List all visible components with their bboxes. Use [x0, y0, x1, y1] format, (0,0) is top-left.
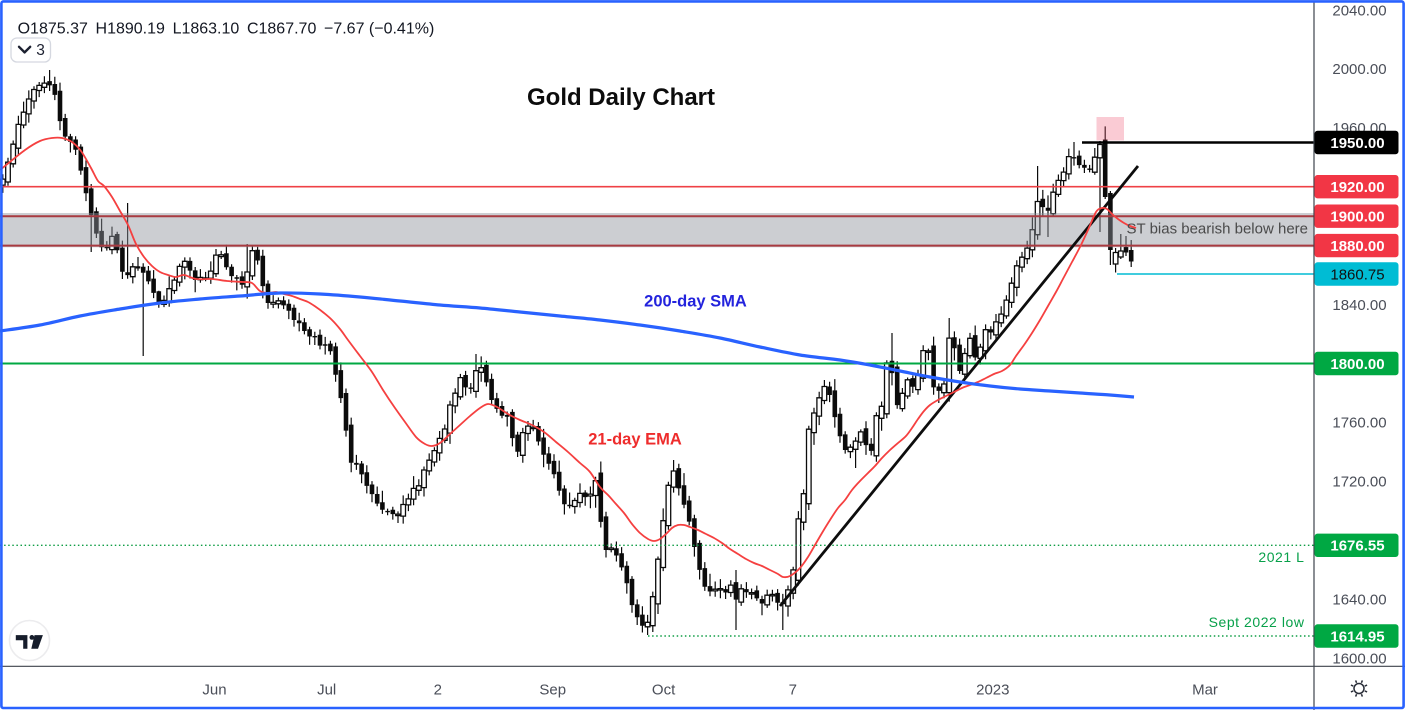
svg-text:2: 2	[434, 682, 442, 699]
svg-text:Oct: Oct	[652, 682, 676, 699]
svg-text:2000.00: 2000.00	[1332, 61, 1386, 78]
svg-text:1800.00: 1800.00	[1330, 356, 1384, 373]
svg-text:2021 L: 2021 L	[1258, 549, 1304, 565]
svg-text:1840.00: 1840.00	[1332, 297, 1386, 314]
svg-text:3: 3	[36, 42, 45, 59]
svg-text:Sep: Sep	[539, 682, 566, 699]
svg-text:Gold Daily Chart: Gold Daily Chart	[527, 84, 715, 111]
svg-text:Sept 2022 low: Sept 2022 low	[1209, 614, 1305, 630]
svg-text:21-day EMA: 21-day EMA	[588, 431, 682, 449]
svg-text:1880.00: 1880.00	[1330, 238, 1384, 255]
svg-text:ST bias bearish below here: ST bias bearish below here	[1127, 221, 1309, 238]
svg-text:1600.00: 1600.00	[1332, 650, 1386, 667]
svg-text:1760.00: 1760.00	[1332, 415, 1386, 432]
svg-text:1640.00: 1640.00	[1332, 591, 1386, 608]
svg-text:Mar: Mar	[1192, 682, 1218, 699]
svg-text:1860.75: 1860.75	[1330, 266, 1384, 283]
svg-text:Jun: Jun	[202, 682, 226, 699]
svg-text:1614.95: 1614.95	[1330, 628, 1384, 645]
svg-text:2023: 2023	[976, 682, 1009, 699]
svg-text:1920.00: 1920.00	[1330, 179, 1384, 196]
svg-text:1900.00: 1900.00	[1330, 209, 1384, 226]
svg-text:1950.00: 1950.00	[1330, 135, 1384, 152]
svg-text:1676.55: 1676.55	[1330, 538, 1384, 555]
svg-text:7: 7	[789, 682, 797, 699]
svg-text:2040.00: 2040.00	[1332, 2, 1386, 19]
svg-text:1720.00: 1720.00	[1332, 474, 1386, 491]
svg-text:200-day SMA: 200-day SMA	[644, 293, 747, 311]
svg-text:O1875.37 H1890.19 L1863.10: O1875.37 H1890.19 L1863.10 C1867.70 −7.6…	[18, 20, 435, 37]
svg-text:Jul: Jul	[317, 682, 336, 699]
